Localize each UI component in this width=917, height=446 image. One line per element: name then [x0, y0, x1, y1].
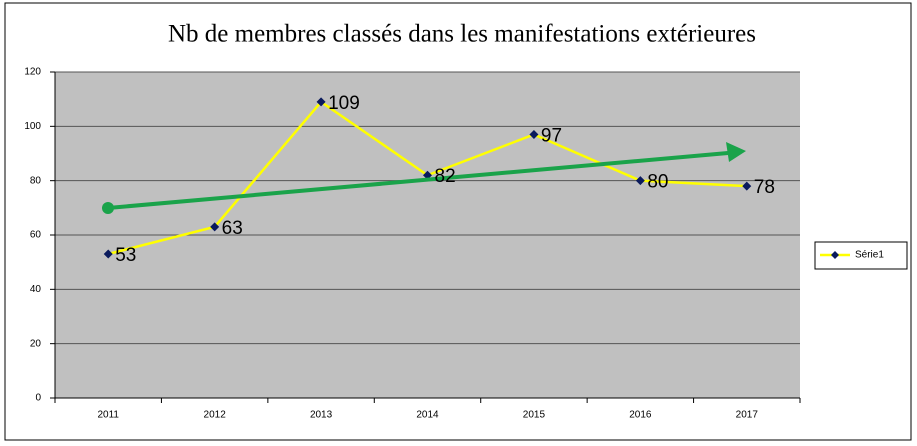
- arrow-shaft: [107, 151, 729, 210]
- trend-arrow: [102, 142, 746, 214]
- x-tick-label: 2016: [629, 410, 652, 421]
- y-tick-label: 120: [24, 67, 41, 78]
- data-label: 109: [328, 93, 360, 114]
- y-tick-label: 0: [35, 393, 41, 404]
- data-label: 53: [115, 245, 136, 266]
- y-tick-label: 20: [30, 338, 42, 349]
- data-label: 63: [222, 218, 243, 239]
- x-tick-label: 2014: [416, 410, 439, 421]
- y-tick-label: 40: [30, 284, 42, 295]
- x-tick-label: 2015: [523, 410, 546, 421]
- data-point: [742, 181, 752, 191]
- x-tick-label: 2012: [204, 410, 227, 421]
- data-point: [316, 97, 326, 107]
- x-tick-label: 2011: [97, 410, 119, 421]
- x-tick-label: 2013: [310, 410, 333, 421]
- legend-marker: [831, 251, 839, 259]
- data-label: 78: [754, 177, 775, 198]
- x-tick-label: 2017: [736, 410, 759, 421]
- y-tick-label: 100: [24, 121, 41, 132]
- y-tick-label: 80: [30, 175, 42, 186]
- data-point: [635, 176, 645, 186]
- chart-title: Nb de membres classés dans les manifesta…: [168, 21, 756, 48]
- data-label: 80: [647, 172, 668, 193]
- y-tick-label: 60: [30, 230, 42, 241]
- data-point: [529, 129, 539, 139]
- arrow-start: [102, 202, 114, 214]
- legend-label: Série1: [855, 250, 884, 261]
- data-point: [103, 249, 113, 259]
- data-label: 97: [541, 125, 562, 146]
- arrow-head: [726, 142, 746, 162]
- data-label: 82: [435, 166, 456, 187]
- data-point: [210, 222, 220, 232]
